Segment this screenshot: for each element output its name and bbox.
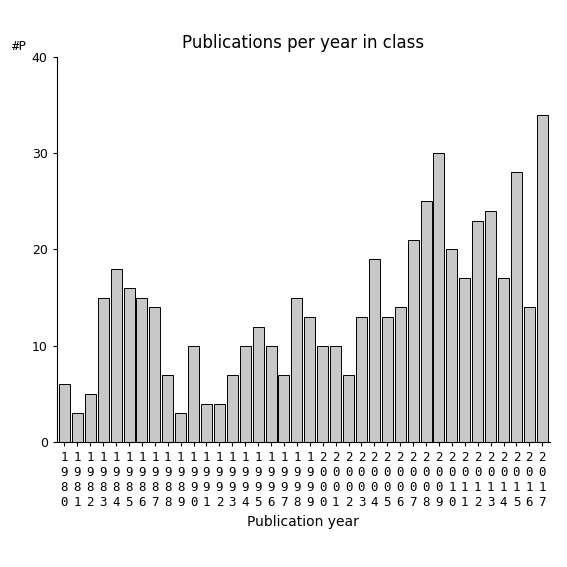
Bar — [498, 278, 509, 442]
Bar — [317, 346, 328, 442]
Bar — [201, 404, 212, 442]
Title: Publications per year in class: Publications per year in class — [182, 35, 425, 52]
Bar — [382, 317, 393, 442]
Bar — [59, 384, 70, 442]
Bar — [537, 115, 548, 442]
Bar — [408, 240, 418, 442]
Bar — [85, 394, 96, 442]
Bar — [124, 288, 134, 442]
Bar — [253, 327, 264, 442]
Bar — [369, 259, 380, 442]
Text: #P: #P — [12, 40, 27, 53]
Bar — [149, 307, 160, 442]
Bar — [343, 375, 354, 442]
Bar — [240, 346, 251, 442]
Bar — [278, 375, 290, 442]
Bar — [472, 221, 483, 442]
Bar — [304, 317, 315, 442]
Bar — [459, 278, 470, 442]
Bar — [446, 249, 458, 442]
Bar — [265, 346, 277, 442]
Bar — [214, 404, 225, 442]
Bar — [72, 413, 83, 442]
Bar — [188, 346, 199, 442]
Bar — [227, 375, 238, 442]
Bar — [291, 298, 302, 442]
Bar — [433, 153, 445, 442]
Bar — [421, 201, 431, 442]
Bar — [111, 269, 121, 442]
X-axis label: Publication year: Publication year — [247, 515, 359, 529]
Bar — [511, 172, 522, 442]
Bar — [356, 317, 367, 442]
Bar — [137, 298, 147, 442]
Bar — [485, 211, 496, 442]
Bar — [98, 298, 109, 442]
Bar — [524, 307, 535, 442]
Bar — [175, 413, 186, 442]
Bar — [162, 375, 174, 442]
Bar — [395, 307, 405, 442]
Bar — [330, 346, 341, 442]
